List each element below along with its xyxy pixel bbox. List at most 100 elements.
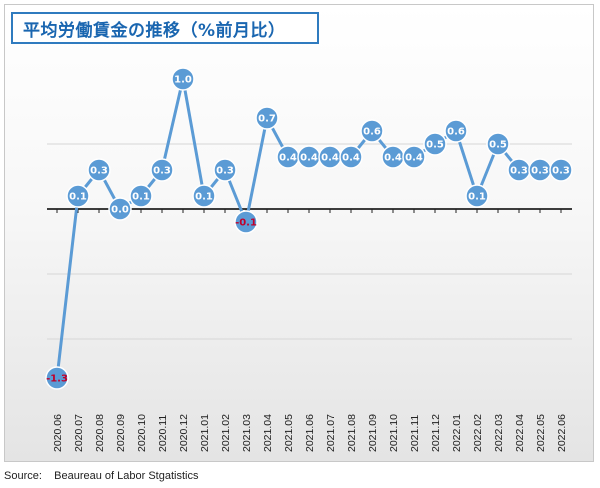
data-point-marker xyxy=(402,145,426,169)
data-point: 0.7 xyxy=(255,106,279,130)
data-point-marker xyxy=(45,366,69,390)
data-point: 0.4 xyxy=(318,145,342,169)
data-label: 0.4 xyxy=(300,153,318,164)
data-label: 0.5 xyxy=(426,140,444,151)
chart-title-box: 平均労働賃金の推移（%前月比） xyxy=(11,12,319,44)
data-label: 0.4 xyxy=(405,153,423,164)
source-note: Source: Beaureau of Labor Stgatistics xyxy=(4,470,198,482)
x-tick-label: 2022.03 xyxy=(493,414,505,452)
data-point-marker xyxy=(213,158,237,182)
x-tick-label: 2021.08 xyxy=(346,414,358,452)
x-tick-label: 2020.10 xyxy=(136,414,148,452)
data-label: 0.0 xyxy=(111,205,129,216)
x-tick-label: 2020.06 xyxy=(52,414,64,452)
data-point-marker xyxy=(423,132,447,156)
data-point-marker xyxy=(150,158,174,182)
data-point: 0.4 xyxy=(381,145,405,169)
data-point-marker xyxy=(87,158,111,182)
data-point: 0.5 xyxy=(423,132,447,156)
data-label: 0.3 xyxy=(216,166,234,177)
data-label: 0.1 xyxy=(468,192,486,203)
data-point: 0.1 xyxy=(192,184,216,208)
data-label: 0.3 xyxy=(552,166,570,177)
data-label: 1.0 xyxy=(174,75,192,86)
data-point: 0.3 xyxy=(507,158,531,182)
data-label: 0.3 xyxy=(90,166,108,177)
x-tick-label: 2022.01 xyxy=(451,414,463,452)
data-point: 0.4 xyxy=(402,145,426,169)
data-label: 0.3 xyxy=(153,166,171,177)
x-tick-label: 2022.06 xyxy=(556,414,568,452)
data-point-marker xyxy=(339,145,363,169)
data-point: 0.1 xyxy=(66,184,90,208)
data-markers: -1.30.10.30.00.10.31.00.10.3-0.10.70.4 0.… xyxy=(45,67,573,390)
data-label: 0.4 xyxy=(279,153,297,164)
data-point: 0.1 xyxy=(129,184,153,208)
x-tick-label: 2021.09 xyxy=(367,414,379,452)
gridlines xyxy=(47,143,572,340)
data-label: 0.6 xyxy=(447,127,465,138)
data-label: 0.1 xyxy=(132,192,150,203)
x-tick-label: 2021.07 xyxy=(325,414,337,452)
data-point: 0.4 xyxy=(297,145,321,169)
x-tick-label: 2020.08 xyxy=(94,414,106,452)
data-point: 0.1 xyxy=(465,184,489,208)
data-label: -0.1 xyxy=(235,218,257,229)
data-point-marker xyxy=(129,184,153,208)
x-tick-label: 2022.02 xyxy=(472,414,484,452)
data-point-marker xyxy=(465,184,489,208)
x-tick-label: 2021.11 xyxy=(409,415,421,452)
data-label: 0.3 xyxy=(510,166,528,177)
x-tick-label: 2021.02 xyxy=(220,414,232,452)
data-point-marker xyxy=(234,210,258,234)
series-line xyxy=(55,77,561,379)
data-label: 0.4 xyxy=(384,153,402,164)
data-label: 0.7 xyxy=(258,114,276,125)
data-point: 0.3 xyxy=(87,158,111,182)
data-point-marker xyxy=(66,184,90,208)
data-point: 0.6 xyxy=(360,119,384,143)
data-point: 0.3 xyxy=(528,158,552,182)
x-tick-label: 2020.12 xyxy=(178,414,190,452)
x-tick-label: 2022.05 xyxy=(535,414,547,452)
x-tick-label: 2021.10 xyxy=(388,414,400,452)
x-tick-label: 2020.11 xyxy=(157,415,169,452)
x-tick-label: 2020.07 xyxy=(73,414,85,452)
data-point: -1.3 xyxy=(45,366,69,390)
data-point: 0.5 xyxy=(486,132,510,156)
x-tick-label: 2021.05 xyxy=(283,414,295,452)
data-point-marker xyxy=(360,119,384,143)
data-point-marker xyxy=(549,158,573,182)
x-tick-label: 2021.04 xyxy=(262,414,274,452)
chart-title: 平均労働賃金の推移（%前月比） xyxy=(23,20,286,41)
x-tick-label: 2021.12 xyxy=(430,414,442,452)
x-tick-label: 2021.03 xyxy=(241,414,253,452)
x-tick-label: 2020.09 xyxy=(115,414,127,452)
data-point: -0.1 xyxy=(234,210,258,234)
data-point-marker xyxy=(255,106,279,130)
data-point: 0.3 xyxy=(150,158,174,182)
x-tick-label: 2021.06 xyxy=(304,414,316,452)
source-text: Beaureau of Labor Stgatistics xyxy=(54,470,199,482)
data-label: 0.4 xyxy=(321,153,339,164)
data-label: 0.6 xyxy=(363,127,381,138)
x-axis-tick-labels: 2020.06 2020.07 2020.08 2020.09 2020.10 2020.… xyxy=(52,414,568,452)
x-tick-label: 2022.04 xyxy=(514,414,526,452)
data-point: 0.0 xyxy=(108,197,132,221)
data-label: 0.1 xyxy=(69,192,87,203)
data-label: 0.3 xyxy=(531,166,549,177)
data-label: -1.3 xyxy=(46,374,68,385)
data-point: 0.4 xyxy=(276,145,300,169)
chart-area xyxy=(4,4,594,462)
x-tick-label: 2021.01 xyxy=(199,414,211,452)
data-label: 0.4 xyxy=(342,153,360,164)
data-label: 0.5 xyxy=(489,140,507,151)
data-point-marker xyxy=(171,67,195,91)
data-point: 1.0 xyxy=(171,67,195,91)
data-label: 0.1 xyxy=(195,192,213,203)
data-point-marker xyxy=(444,119,468,143)
data-point: 0.4 xyxy=(339,145,363,169)
data-point-marker xyxy=(192,184,216,208)
data-point-marker xyxy=(108,197,132,221)
